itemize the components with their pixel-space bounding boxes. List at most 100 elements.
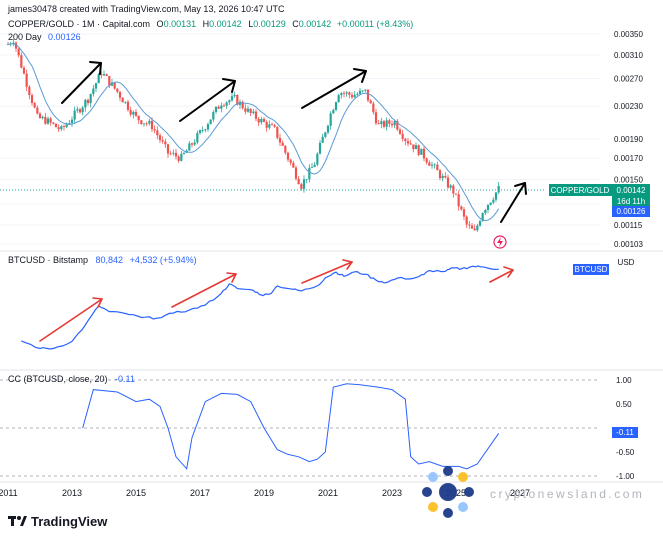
time-axis-label[interactable]: 2017: [190, 488, 210, 498]
candle-body[interactable]: [334, 102, 338, 110]
candle-body[interactable]: [476, 225, 479, 231]
candle-body[interactable]: [313, 164, 316, 167]
candle-body[interactable]: [17, 48, 20, 56]
candle-body[interactable]: [361, 90, 364, 92]
candle-body[interactable]: [396, 120, 399, 130]
candle-body[interactable]: [433, 164, 436, 166]
candle-body[interactable]: [222, 105, 226, 107]
candle-body[interactable]: [249, 108, 252, 113]
candle-body[interactable]: [236, 94, 239, 105]
candle-body[interactable]: [321, 136, 324, 143]
arrow-red-2[interactable]: [171, 272, 237, 308]
candle-body[interactable]: [260, 118, 263, 123]
candle-body[interactable]: [28, 86, 31, 96]
price-axis-label[interactable]: 0.00190: [614, 135, 643, 144]
candle-body[interactable]: [289, 159, 292, 163]
candle-body[interactable]: [225, 102, 228, 106]
candle-body[interactable]: [468, 224, 471, 226]
candle-body[interactable]: [257, 118, 260, 123]
candle-body[interactable]: [169, 153, 172, 155]
candle-body[interactable]: [238, 101, 242, 105]
candle-body[interactable]: [436, 164, 439, 171]
candle-body[interactable]: [84, 99, 87, 108]
candle-body[interactable]: [430, 164, 434, 166]
price-axis-label[interactable]: 0.00103: [614, 240, 643, 249]
symbol-tag[interactable]: COPPER/GOLD: [551, 186, 610, 195]
candle-body[interactable]: [44, 116, 47, 124]
candle-body[interactable]: [353, 94, 356, 98]
candle-body[interactable]: [446, 177, 450, 188]
time-axis-label[interactable]: 2013: [62, 488, 82, 498]
btcusd-tag[interactable]: BTCUSD: [575, 265, 608, 274]
candle-body[interactable]: [382, 121, 386, 127]
candle-body[interactable]: [486, 204, 490, 210]
candle-body[interactable]: [134, 111, 138, 116]
candle-body[interactable]: [156, 130, 159, 136]
candle-body[interactable]: [102, 74, 106, 76]
time-axis-label[interactable]: 2015: [126, 488, 146, 498]
cc-legend[interactable]: CC (BTCUSD, close, 20) -0.11: [8, 374, 135, 384]
candle-body[interactable]: [348, 92, 351, 95]
time-axis-label[interactable]: 2021: [318, 488, 338, 498]
time-axis-label[interactable]: 2011: [0, 488, 18, 498]
candle-body[interactable]: [449, 185, 452, 188]
candle-body[interactable]: [140, 120, 143, 125]
candle-body[interactable]: [153, 129, 156, 131]
candle-body[interactable]: [204, 129, 207, 131]
candle-body[interactable]: [220, 105, 223, 109]
candle-body[interactable]: [196, 133, 199, 143]
usd-currency-label[interactable]: USD: [618, 258, 635, 267]
candle-body[interactable]: [180, 153, 183, 161]
candle-body[interactable]: [116, 88, 119, 92]
arrow-red-4[interactable]: [489, 266, 514, 283]
candle-body[interactable]: [246, 108, 250, 112]
candle-body[interactable]: [30, 95, 34, 104]
price-axis-label[interactable]: 0.00270: [614, 75, 643, 84]
cc-axis-label[interactable]: 0.50: [616, 400, 632, 409]
candle-body[interactable]: [406, 141, 410, 144]
candle-body[interactable]: [62, 126, 66, 128]
candle-body[interactable]: [209, 119, 212, 125]
arrow-red-3[interactable]: [301, 259, 353, 284]
ma-tag[interactable]: 0.00126: [617, 207, 646, 216]
candle-body[interactable]: [33, 103, 36, 108]
candle-body[interactable]: [177, 156, 180, 161]
candle-body[interactable]: [206, 124, 210, 130]
candle-body[interactable]: [265, 121, 268, 128]
candle-body[interactable]: [100, 74, 103, 76]
candle-body[interactable]: [332, 109, 335, 114]
candle-body[interactable]: [297, 178, 300, 185]
candle-body[interactable]: [457, 194, 460, 207]
cc-line[interactable]: [82, 383, 500, 470]
time-axis-label[interactable]: 2027: [510, 488, 530, 498]
candle-body[interactable]: [108, 75, 111, 86]
candle-body[interactable]: [126, 101, 130, 110]
candle-body[interactable]: [228, 100, 231, 103]
candle-body[interactable]: [14, 42, 18, 49]
candle-body[interactable]: [342, 93, 346, 95]
ma-legend-label[interactable]: 200 Day: [8, 32, 42, 42]
candle-body[interactable]: [366, 89, 370, 101]
candle-body[interactable]: [300, 184, 303, 189]
ma-legend[interactable]: 200 Day 0.00126: [8, 32, 81, 42]
candle-body[interactable]: [137, 115, 140, 121]
candle-body[interactable]: [182, 152, 186, 154]
candle-body[interactable]: [49, 118, 52, 123]
candle-body[interactable]: [20, 55, 23, 68]
price-axis-label[interactable]: 0.00230: [614, 102, 643, 111]
candle-body[interactable]: [166, 144, 170, 154]
cc-tag[interactable]: -0.11: [616, 428, 634, 437]
candle-body[interactable]: [150, 121, 154, 130]
candle-body[interactable]: [124, 101, 127, 103]
candle-body[interactable]: [302, 179, 306, 189]
candle-body[interactable]: [326, 125, 330, 133]
candle-body[interactable]: [484, 209, 487, 213]
candle-body[interactable]: [470, 225, 474, 229]
candle-body[interactable]: [414, 145, 418, 150]
candle-body[interactable]: [494, 192, 498, 200]
candle-body[interactable]: [310, 166, 314, 168]
candle-body[interactable]: [462, 209, 466, 217]
candle-body[interactable]: [425, 158, 428, 163]
candle-body[interactable]: [129, 109, 132, 115]
